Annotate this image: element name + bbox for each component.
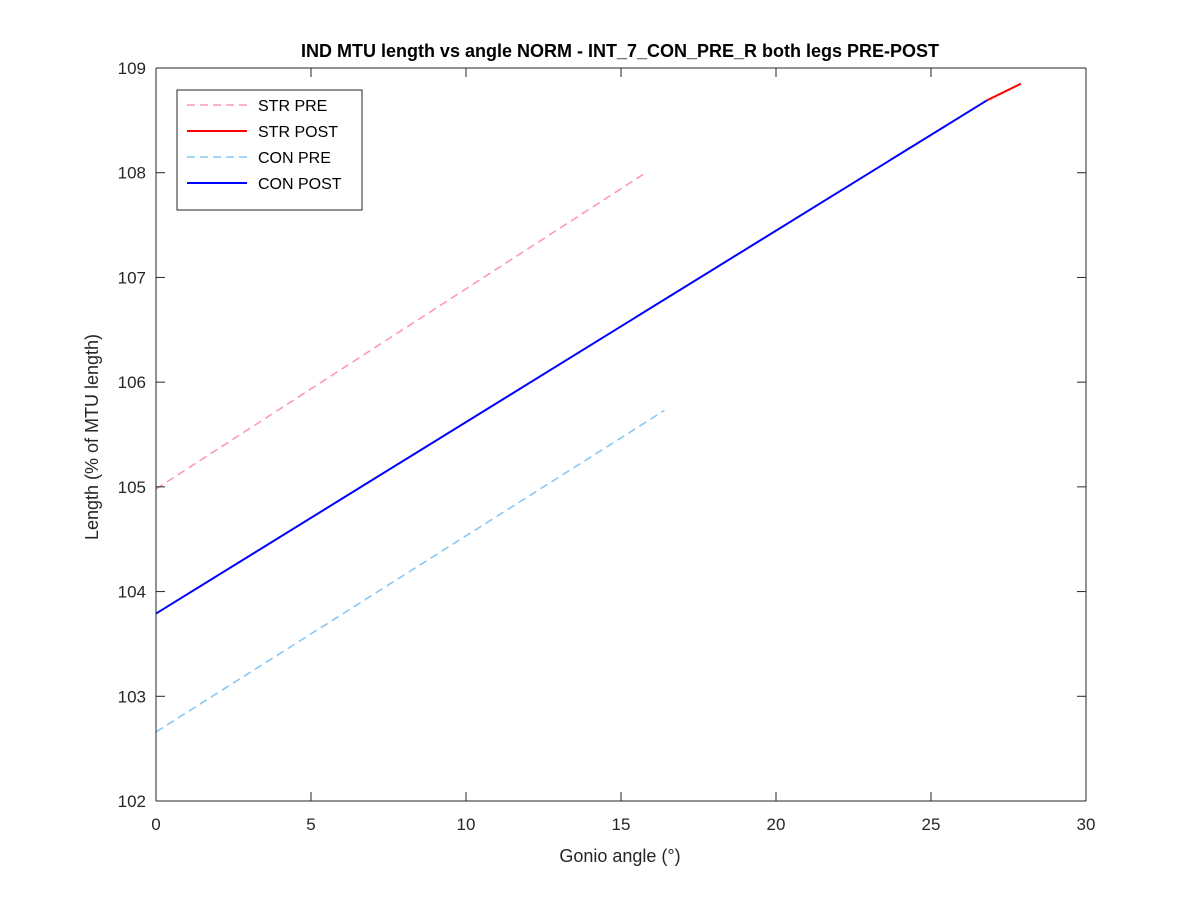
x-tick-label: 10: [457, 815, 476, 834]
legend-box: [176, 89, 363, 211]
series-line-0: [155, 172, 647, 490]
y-tick-label: 106: [118, 373, 146, 392]
chart-title: IND MTU length vs angle NORM - INT_7_CON…: [301, 41, 939, 61]
x-axis-label: Gonio angle (°): [559, 846, 680, 866]
legend: STR PRE STR POST CON PRE CON POST: [176, 89, 363, 211]
y-tick-label: 105: [118, 478, 146, 497]
legend-label-1: STR POST: [258, 124, 338, 141]
y-tick-label: 107: [118, 268, 146, 287]
x-tick-label: 0: [151, 815, 160, 834]
y-tick-label: 109: [118, 59, 146, 78]
y-tick-label: 102: [118, 792, 146, 811]
x-tick-label: 15: [612, 815, 631, 834]
series-layer: [155, 82, 1022, 733]
x-tick-label: 25: [922, 815, 941, 834]
y-tick-label: 104: [118, 583, 146, 602]
legend-label-3: CON POST: [258, 176, 342, 193]
series-line-3: [155, 99, 988, 615]
y-tick-label: 108: [118, 164, 146, 183]
x-tick-label: 5: [306, 815, 315, 834]
x-tick-label: 30: [1077, 815, 1096, 834]
series-line-2: [155, 409, 665, 733]
x-tick-label: 20: [767, 815, 786, 834]
y-tick-label: 103: [118, 687, 146, 706]
series-line-1: [986, 82, 1022, 102]
legend-label-0: STR PRE: [258, 98, 327, 115]
y-axis-label: Length (% of MTU length): [82, 334, 102, 540]
axes-layer: 0 5 10 15 20 25 30 102 103 104 105 106 107 108 109: [118, 59, 1096, 834]
legend-label-2: CON PRE: [258, 150, 331, 167]
